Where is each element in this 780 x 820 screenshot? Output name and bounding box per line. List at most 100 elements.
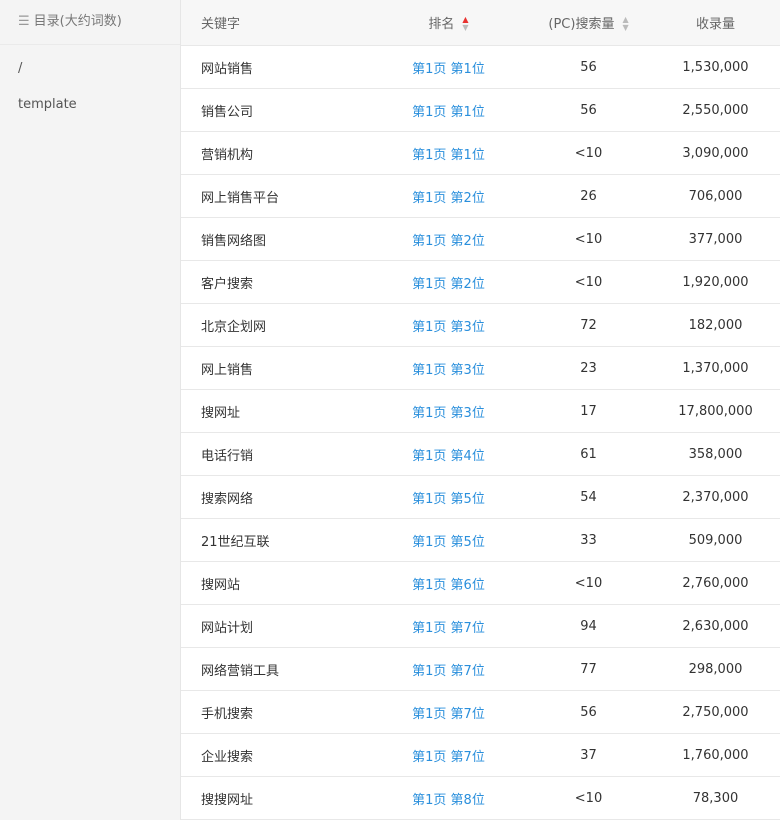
table-row: 网络营销工具 第1页 第7位 77 298,000 <box>181 648 780 691</box>
keyword-cell: 搜网址 <box>201 405 241 421</box>
search-volume-cell: 61 <box>580 446 597 462</box>
rank-link[interactable]: 第1页 第3位 <box>412 405 485 421</box>
rank-link[interactable]: 第1页 第5位 <box>412 534 485 550</box>
sidebar: ☰ 目录(大约词数) / template <box>0 0 181 820</box>
rank-link[interactable]: 第1页 第7位 <box>412 706 485 722</box>
rank-link[interactable]: 第1页 第8位 <box>412 792 485 808</box>
keyword-cell: 搜搜网址 <box>201 792 254 808</box>
keyword-cell: 搜网站 <box>201 577 241 593</box>
rank-link[interactable]: 第1页 第7位 <box>412 749 485 765</box>
keyword-cell: 销售公司 <box>201 104 254 120</box>
search-volume-cell: 54 <box>580 489 597 505</box>
table-row: 北京企划网 第1页 第3位 72 182,000 <box>181 304 780 347</box>
table-row: 21世纪互联 第1页 第5位 33 509,000 <box>181 519 780 562</box>
table-row: 搜搜网址 第1页 第8位 <10 78,300 <box>181 777 780 820</box>
indexed-cell: 509,000 <box>688 532 743 548</box>
keyword-cell: 搜索网络 <box>201 491 254 507</box>
table-row: 网上销售 第1页 第3位 23 1,370,000 <box>181 347 780 390</box>
sidebar-title: ☰ 目录(大约词数) <box>0 0 180 45</box>
header-search-volume[interactable]: (PC)搜索量 ▲ ▼ <box>548 15 629 33</box>
rank-link[interactable]: 第1页 第2位 <box>412 233 485 249</box>
indexed-cell: 2,750,000 <box>682 704 749 720</box>
rank-link[interactable]: 第1页 第2位 <box>412 276 485 292</box>
indexed-cell: 706,000 <box>688 188 743 204</box>
indexed-cell: 1,920,000 <box>682 274 749 290</box>
keyword-cell: 电话行销 <box>201 448 254 464</box>
indexed-cell: 182,000 <box>688 317 743 333</box>
indexed-cell: 2,370,000 <box>682 489 749 505</box>
keyword-cell: 企业搜索 <box>201 749 254 765</box>
rank-link[interactable]: 第1页 第3位 <box>412 319 485 335</box>
search-volume-cell: <10 <box>574 790 603 806</box>
keyword-cell: 销售网络图 <box>201 233 267 249</box>
indexed-cell: 78,300 <box>692 790 739 806</box>
table-row: 销售公司 第1页 第1位 56 2,550,000 <box>181 89 780 132</box>
search-volume-cell: 56 <box>580 102 597 118</box>
keyword-cell: 北京企划网 <box>201 319 267 335</box>
search-volume-cell: <10 <box>574 231 603 247</box>
search-volume-cell: 33 <box>580 532 597 548</box>
list-icon: ☰ <box>18 14 30 29</box>
indexed-cell: 1,370,000 <box>682 360 749 376</box>
keyword-cell: 网上销售 <box>201 362 254 378</box>
table-row: 网上销售平台 第1页 第2位 26 706,000 <box>181 175 780 218</box>
table-row: 搜索网络 第1页 第5位 54 2,370,000 <box>181 476 780 519</box>
sort-icon[interactable]: ▲ ▼ <box>622 15 629 33</box>
search-volume-cell: 17 <box>580 403 597 419</box>
header-indexed: 收录量 <box>695 17 735 32</box>
indexed-cell: 377,000 <box>688 231 743 247</box>
rank-link[interactable]: 第1页 第2位 <box>412 190 485 206</box>
indexed-cell: 2,760,000 <box>682 575 749 591</box>
rank-link[interactable]: 第1页 第7位 <box>412 620 485 636</box>
table-row: 销售网络图 第1页 第2位 <10 377,000 <box>181 218 780 261</box>
table-row: 搜网址 第1页 第3位 17 17,800,000 <box>181 390 780 433</box>
rank-link[interactable]: 第1页 第1位 <box>412 147 485 163</box>
search-volume-cell: 72 <box>580 317 597 333</box>
search-volume-cell: <10 <box>574 575 603 591</box>
search-volume-cell: <10 <box>574 274 603 290</box>
search-volume-cell: <10 <box>574 145 603 161</box>
keyword-cell: 网站销售 <box>201 61 254 77</box>
table-row: 企业搜索 第1页 第7位 37 1,760,000 <box>181 734 780 777</box>
indexed-cell: 2,550,000 <box>682 102 749 118</box>
table-row: 网站销售 第1页 第1位 56 1,530,000 <box>181 46 780 89</box>
sidebar-item[interactable]: / <box>18 61 23 76</box>
rank-link[interactable]: 第1页 第1位 <box>412 104 485 120</box>
sort-icon[interactable]: ▲ ▼ <box>462 15 469 33</box>
indexed-cell: 2,630,000 <box>682 618 749 634</box>
rank-link[interactable]: 第1页 第1位 <box>412 61 485 77</box>
rank-link[interactable]: 第1页 第4位 <box>412 448 485 464</box>
table-row: 手机搜索 第1页 第7位 56 2,750,000 <box>181 691 780 734</box>
header-keyword: 关键字 <box>201 17 241 32</box>
table-header: 关键字 排名 ▲ ▼ (PC)搜索量 ▲ ▼ 收录量 <box>181 0 780 46</box>
sidebar-item[interactable]: template <box>18 97 77 112</box>
indexed-cell: 358,000 <box>688 446 743 462</box>
indexed-cell: 3,090,000 <box>682 145 749 161</box>
rank-link[interactable]: 第1页 第7位 <box>412 663 485 679</box>
search-volume-cell: 37 <box>580 747 597 763</box>
indexed-cell: 17,800,000 <box>678 403 753 419</box>
indexed-cell: 298,000 <box>688 661 743 677</box>
rank-link[interactable]: 第1页 第3位 <box>412 362 485 378</box>
search-volume-cell: 56 <box>580 59 597 75</box>
keyword-cell: 客户搜索 <box>201 276 254 292</box>
rank-link[interactable]: 第1页 第6位 <box>412 577 485 593</box>
indexed-cell: 1,530,000 <box>682 59 749 75</box>
keyword-cell: 21世纪互联 <box>201 534 270 550</box>
table-row: 电话行销 第1页 第4位 61 358,000 <box>181 433 780 476</box>
search-volume-cell: 26 <box>580 188 597 204</box>
search-volume-cell: 23 <box>580 360 597 376</box>
table-row: 客户搜索 第1页 第2位 <10 1,920,000 <box>181 261 780 304</box>
indexed-cell: 1,760,000 <box>682 747 749 763</box>
keyword-cell: 网站计划 <box>201 620 254 636</box>
header-rank[interactable]: 排名 ▲ ▼ <box>428 15 469 33</box>
keyword-cell: 网络营销工具 <box>201 663 280 679</box>
keyword-cell: 手机搜索 <box>201 706 254 722</box>
search-volume-cell: 94 <box>580 618 597 634</box>
table-row: 搜网站 第1页 第6位 <10 2,760,000 <box>181 562 780 605</box>
search-volume-cell: 77 <box>580 661 597 677</box>
rank-link[interactable]: 第1页 第5位 <box>412 491 485 507</box>
keyword-cell: 营销机构 <box>201 147 254 163</box>
keyword-cell: 网上销售平台 <box>201 190 280 206</box>
search-volume-cell: 56 <box>580 704 597 720</box>
